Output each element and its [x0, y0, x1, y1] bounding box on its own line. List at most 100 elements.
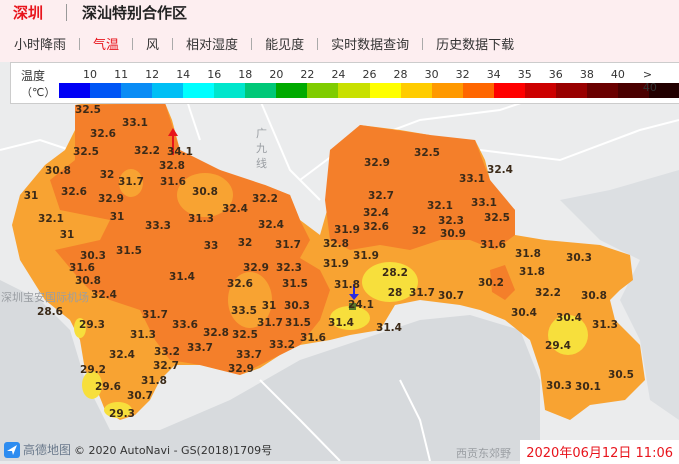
temperature-reading[interactable]: 29.4 [545, 340, 571, 352]
temperature-reading[interactable]: 32.1 [427, 200, 453, 212]
temperature-reading[interactable]: 32.8 [203, 327, 229, 339]
temperature-reading[interactable]: 32.9 [243, 262, 269, 274]
temperature-reading[interactable]: 28.2 [382, 267, 408, 279]
temperature-reading[interactable]: 30.8 [45, 165, 71, 177]
temperature-reading[interactable]: 30.5 [608, 369, 634, 381]
nav-item[interactable]: 历史数据下载 [436, 38, 515, 53]
temperature-reading[interactable]: 24.1 [348, 299, 374, 311]
temperature-reading[interactable]: 31.7 [409, 287, 435, 299]
temperature-reading[interactable]: 31 [110, 211, 125, 223]
temperature-reading[interactable]: 32.6 [363, 221, 389, 233]
temperature-reading[interactable]: 32.6 [90, 128, 116, 140]
temperature-reading[interactable]: 30.4 [556, 312, 582, 324]
temperature-reading[interactable]: 30.7 [127, 390, 153, 402]
temperature-reading[interactable]: 32.8 [159, 160, 185, 172]
temperature-reading[interactable]: 31 [60, 229, 75, 241]
temperature-reading[interactable]: 29.3 [79, 319, 105, 331]
temperature-reading[interactable]: 31.3 [188, 213, 214, 225]
temperature-reading[interactable]: 32.4 [91, 289, 117, 301]
temperature-reading[interactable]: 31.3 [592, 319, 618, 331]
nav-item[interactable]: 实时数据查询 [331, 38, 410, 53]
temperature-reading[interactable]: 31.9 [334, 224, 360, 236]
temperature-reading[interactable]: 31.8 [519, 266, 545, 278]
temperature-reading[interactable]: 29.2 [80, 364, 106, 376]
temperature-reading[interactable]: 31.6 [300, 332, 326, 344]
city-title[interactable]: 深圳 [13, 4, 44, 22]
temperature-reading[interactable]: 30.8 [581, 290, 607, 302]
temperature-reading[interactable]: 32.7 [368, 190, 394, 202]
temperature-reading[interactable]: 34.1 [167, 146, 193, 158]
temperature-reading[interactable]: 31.9 [323, 258, 349, 270]
temperature-reading[interactable]: 32.2 [134, 145, 160, 157]
temperature-reading[interactable]: 31.9 [353, 250, 379, 262]
temperature-reading[interactable]: 31.8 [141, 375, 167, 387]
temperature-reading[interactable]: 32.9 [228, 363, 254, 375]
temperature-reading[interactable]: 32.9 [98, 193, 124, 205]
temperature-reading[interactable]: 32.4 [109, 349, 135, 361]
temperature-reading[interactable]: 32 [238, 237, 253, 249]
temperature-reading[interactable]: 32 [412, 225, 427, 237]
temperature-reading[interactable]: 32.9 [364, 157, 390, 169]
sub-region-link[interactable]: 深汕特别合作区 [82, 4, 188, 22]
nav-item[interactable]: 风 [146, 38, 160, 53]
temperature-reading[interactable]: 30.8 [75, 275, 101, 287]
temperature-reading[interactable]: 33.3 [145, 220, 171, 232]
temperature-reading[interactable]: 30.9 [440, 228, 466, 240]
temperature-reading[interactable]: 30.2 [478, 277, 504, 289]
temperature-reading[interactable]: 30.3 [566, 252, 592, 264]
temperature-reading[interactable]: 32.5 [414, 147, 440, 159]
temperature-reading[interactable]: 31.7 [142, 309, 168, 321]
temperature-reading[interactable]: 33 [204, 240, 219, 252]
nav-item[interactable]: 相对湿度 [186, 38, 239, 53]
temperature-reading[interactable]: 29.6 [95, 381, 121, 393]
temperature-reading[interactable]: 33.1 [459, 173, 485, 185]
temperature-reading[interactable]: 31.4 [169, 271, 195, 283]
temperature-reading[interactable]: 32.2 [252, 193, 278, 205]
temperature-reading[interactable]: 32.5 [484, 212, 510, 224]
temperature-reading[interactable]: 31.6 [480, 239, 506, 251]
temperature-reading[interactable]: 32.2 [535, 287, 561, 299]
temperature-reading[interactable]: 32.6 [227, 278, 253, 290]
temperature-reading[interactable]: 32.3 [438, 215, 464, 227]
temperature-reading[interactable]: 32 [100, 169, 115, 181]
temperature-reading[interactable]: 30.3 [546, 380, 572, 392]
temperature-reading[interactable]: 33.5 [231, 305, 257, 317]
temperature-reading[interactable]: 30.3 [80, 250, 106, 262]
temperature-reading[interactable]: 31 [24, 190, 39, 202]
temperature-reading[interactable]: 33.1 [122, 117, 148, 129]
temperature-reading[interactable]: 30.8 [192, 186, 218, 198]
temperature-reading[interactable]: 31.6 [69, 262, 95, 274]
temperature-map[interactable]: 广 九 线 深圳宝安国际机场 西贡东郊野 32.533.132.632.5 32.… [0, 62, 679, 461]
nav-item[interactable]: 小时降雨 [14, 38, 67, 53]
temperature-reading[interactable]: 32.5 [75, 104, 101, 116]
temperature-reading[interactable]: 32.4 [487, 164, 513, 176]
temperature-reading[interactable]: 33.2 [154, 346, 180, 358]
temperature-reading[interactable]: 33.7 [187, 342, 213, 354]
temperature-reading[interactable]: 32.5 [232, 329, 258, 341]
temperature-reading[interactable]: 33.1 [471, 197, 497, 209]
temperature-reading[interactable]: 32.8 [323, 238, 349, 250]
temperature-reading[interactable]: 31.7 [275, 239, 301, 251]
temperature-reading[interactable]: 30.7 [438, 290, 464, 302]
temperature-reading[interactable]: 33.7 [236, 349, 262, 361]
temperature-reading[interactable]: 32.6 [61, 186, 87, 198]
temperature-reading[interactable]: 32.1 [38, 213, 64, 225]
temperature-reading[interactable]: 32.5 [73, 146, 99, 158]
temperature-reading[interactable]: 31.5 [116, 245, 142, 257]
temperature-reading[interactable]: 29.3 [109, 408, 135, 420]
temperature-reading[interactable]: 30.3 [284, 300, 310, 312]
nav-item[interactable]: 能见度 [265, 38, 305, 53]
temperature-reading[interactable]: 30.1 [575, 381, 601, 393]
temperature-reading[interactable]: 30.4 [511, 307, 537, 319]
temperature-reading[interactable]: 32.3 [276, 262, 302, 274]
temperature-reading[interactable]: 31.5 [285, 317, 311, 329]
temperature-reading[interactable]: 33.6 [172, 319, 198, 331]
temperature-reading[interactable]: 32.4 [363, 207, 389, 219]
temperature-reading[interactable]: 28 [388, 287, 403, 299]
temperature-reading[interactable]: 28.6 [37, 306, 63, 318]
temperature-reading[interactable]: 31.8 [515, 248, 541, 260]
temperature-reading[interactable]: 31.5 [282, 278, 308, 290]
temperature-reading[interactable]: 31.3 [130, 329, 156, 341]
nav-item[interactable]: 气温 [93, 38, 120, 53]
temperature-reading[interactable]: 31.7 [257, 317, 283, 329]
